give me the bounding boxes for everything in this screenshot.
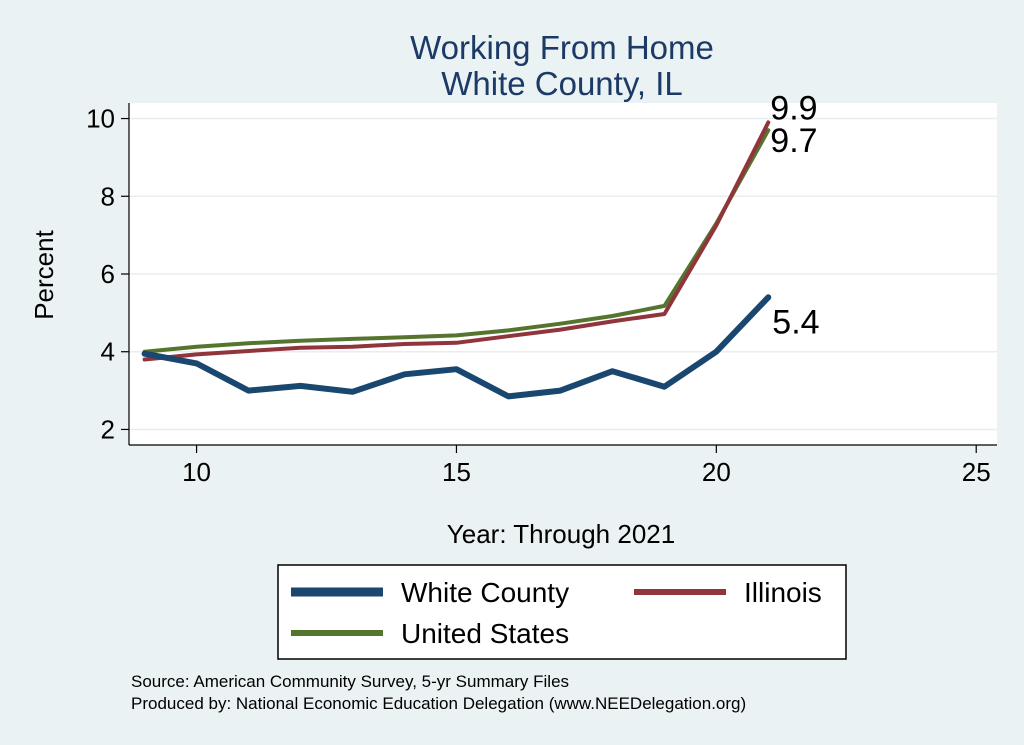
y-tick-label: 2 — [101, 414, 115, 444]
legend-label-white-county: White County — [401, 577, 569, 608]
x-tick-label: 25 — [962, 457, 991, 487]
data-labels: 5.4 9.99.7 — [770, 89, 819, 341]
y-tick-label: 10 — [86, 104, 115, 134]
y-tick-label: 6 — [101, 259, 115, 289]
legend-label-united-states: United States — [401, 618, 569, 649]
axes: 2 4 6 8 10 10 15 20 25 — [86, 103, 997, 487]
chart-subtitle: White County, IL — [441, 65, 683, 102]
produced-by-note: Produced by: National Economic Education… — [131, 694, 746, 713]
data-label-united-states: 9.7 — [770, 122, 817, 160]
source-note: Source: American Community Survey, 5-yr … — [131, 672, 569, 691]
x-tick-label: 20 — [702, 457, 731, 487]
chart-title: Working From Home — [410, 29, 714, 66]
y-tick-label: 4 — [101, 337, 115, 367]
x-tick-label: 10 — [182, 457, 211, 487]
series-line-illinois — [142, 120, 771, 362]
legend-label-illinois: Illinois — [744, 577, 822, 608]
data-label-illinois: 9.9 — [770, 89, 817, 127]
y-tick-label: 8 — [101, 181, 115, 211]
gridlines — [129, 117, 997, 431]
data-label-white-county: 5.4 — [772, 303, 819, 341]
legend-box — [277, 564, 847, 660]
series-lines — [141, 120, 772, 400]
series-line-white-county — [141, 294, 772, 400]
series-line-united-states — [142, 128, 771, 354]
y-axis-label: Percent — [29, 229, 59, 319]
x-axis-label: Year: Through 2021 — [447, 519, 675, 549]
x-tick-label: 15 — [442, 457, 471, 487]
legend: White County Illinois United States — [277, 564, 847, 660]
